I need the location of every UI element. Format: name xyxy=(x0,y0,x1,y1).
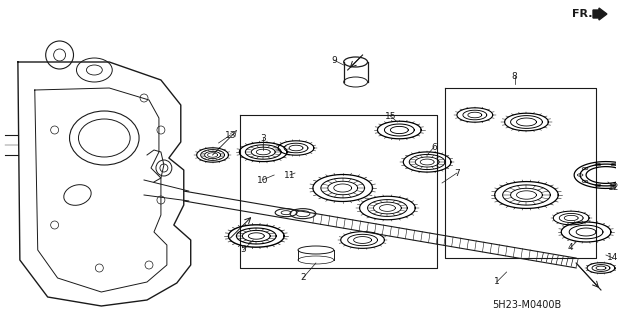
Text: 5: 5 xyxy=(241,245,246,254)
Text: 11: 11 xyxy=(285,171,296,180)
Text: 15: 15 xyxy=(384,111,396,121)
Text: 5H23-M0400B: 5H23-M0400B xyxy=(492,300,561,310)
Text: 10: 10 xyxy=(257,175,268,185)
Text: 8: 8 xyxy=(512,71,518,81)
Text: 1: 1 xyxy=(494,277,500,286)
Text: FR.: FR. xyxy=(572,9,593,19)
Text: 9: 9 xyxy=(331,55,337,65)
FancyArrow shape xyxy=(593,8,607,20)
Text: 12: 12 xyxy=(608,182,619,191)
Text: 4: 4 xyxy=(567,244,573,252)
Text: 13: 13 xyxy=(224,131,236,140)
Text: 7: 7 xyxy=(454,169,460,178)
Text: 3: 3 xyxy=(260,133,266,142)
Text: 2: 2 xyxy=(300,274,306,283)
Text: 14: 14 xyxy=(607,253,619,262)
Text: 6: 6 xyxy=(431,142,437,151)
